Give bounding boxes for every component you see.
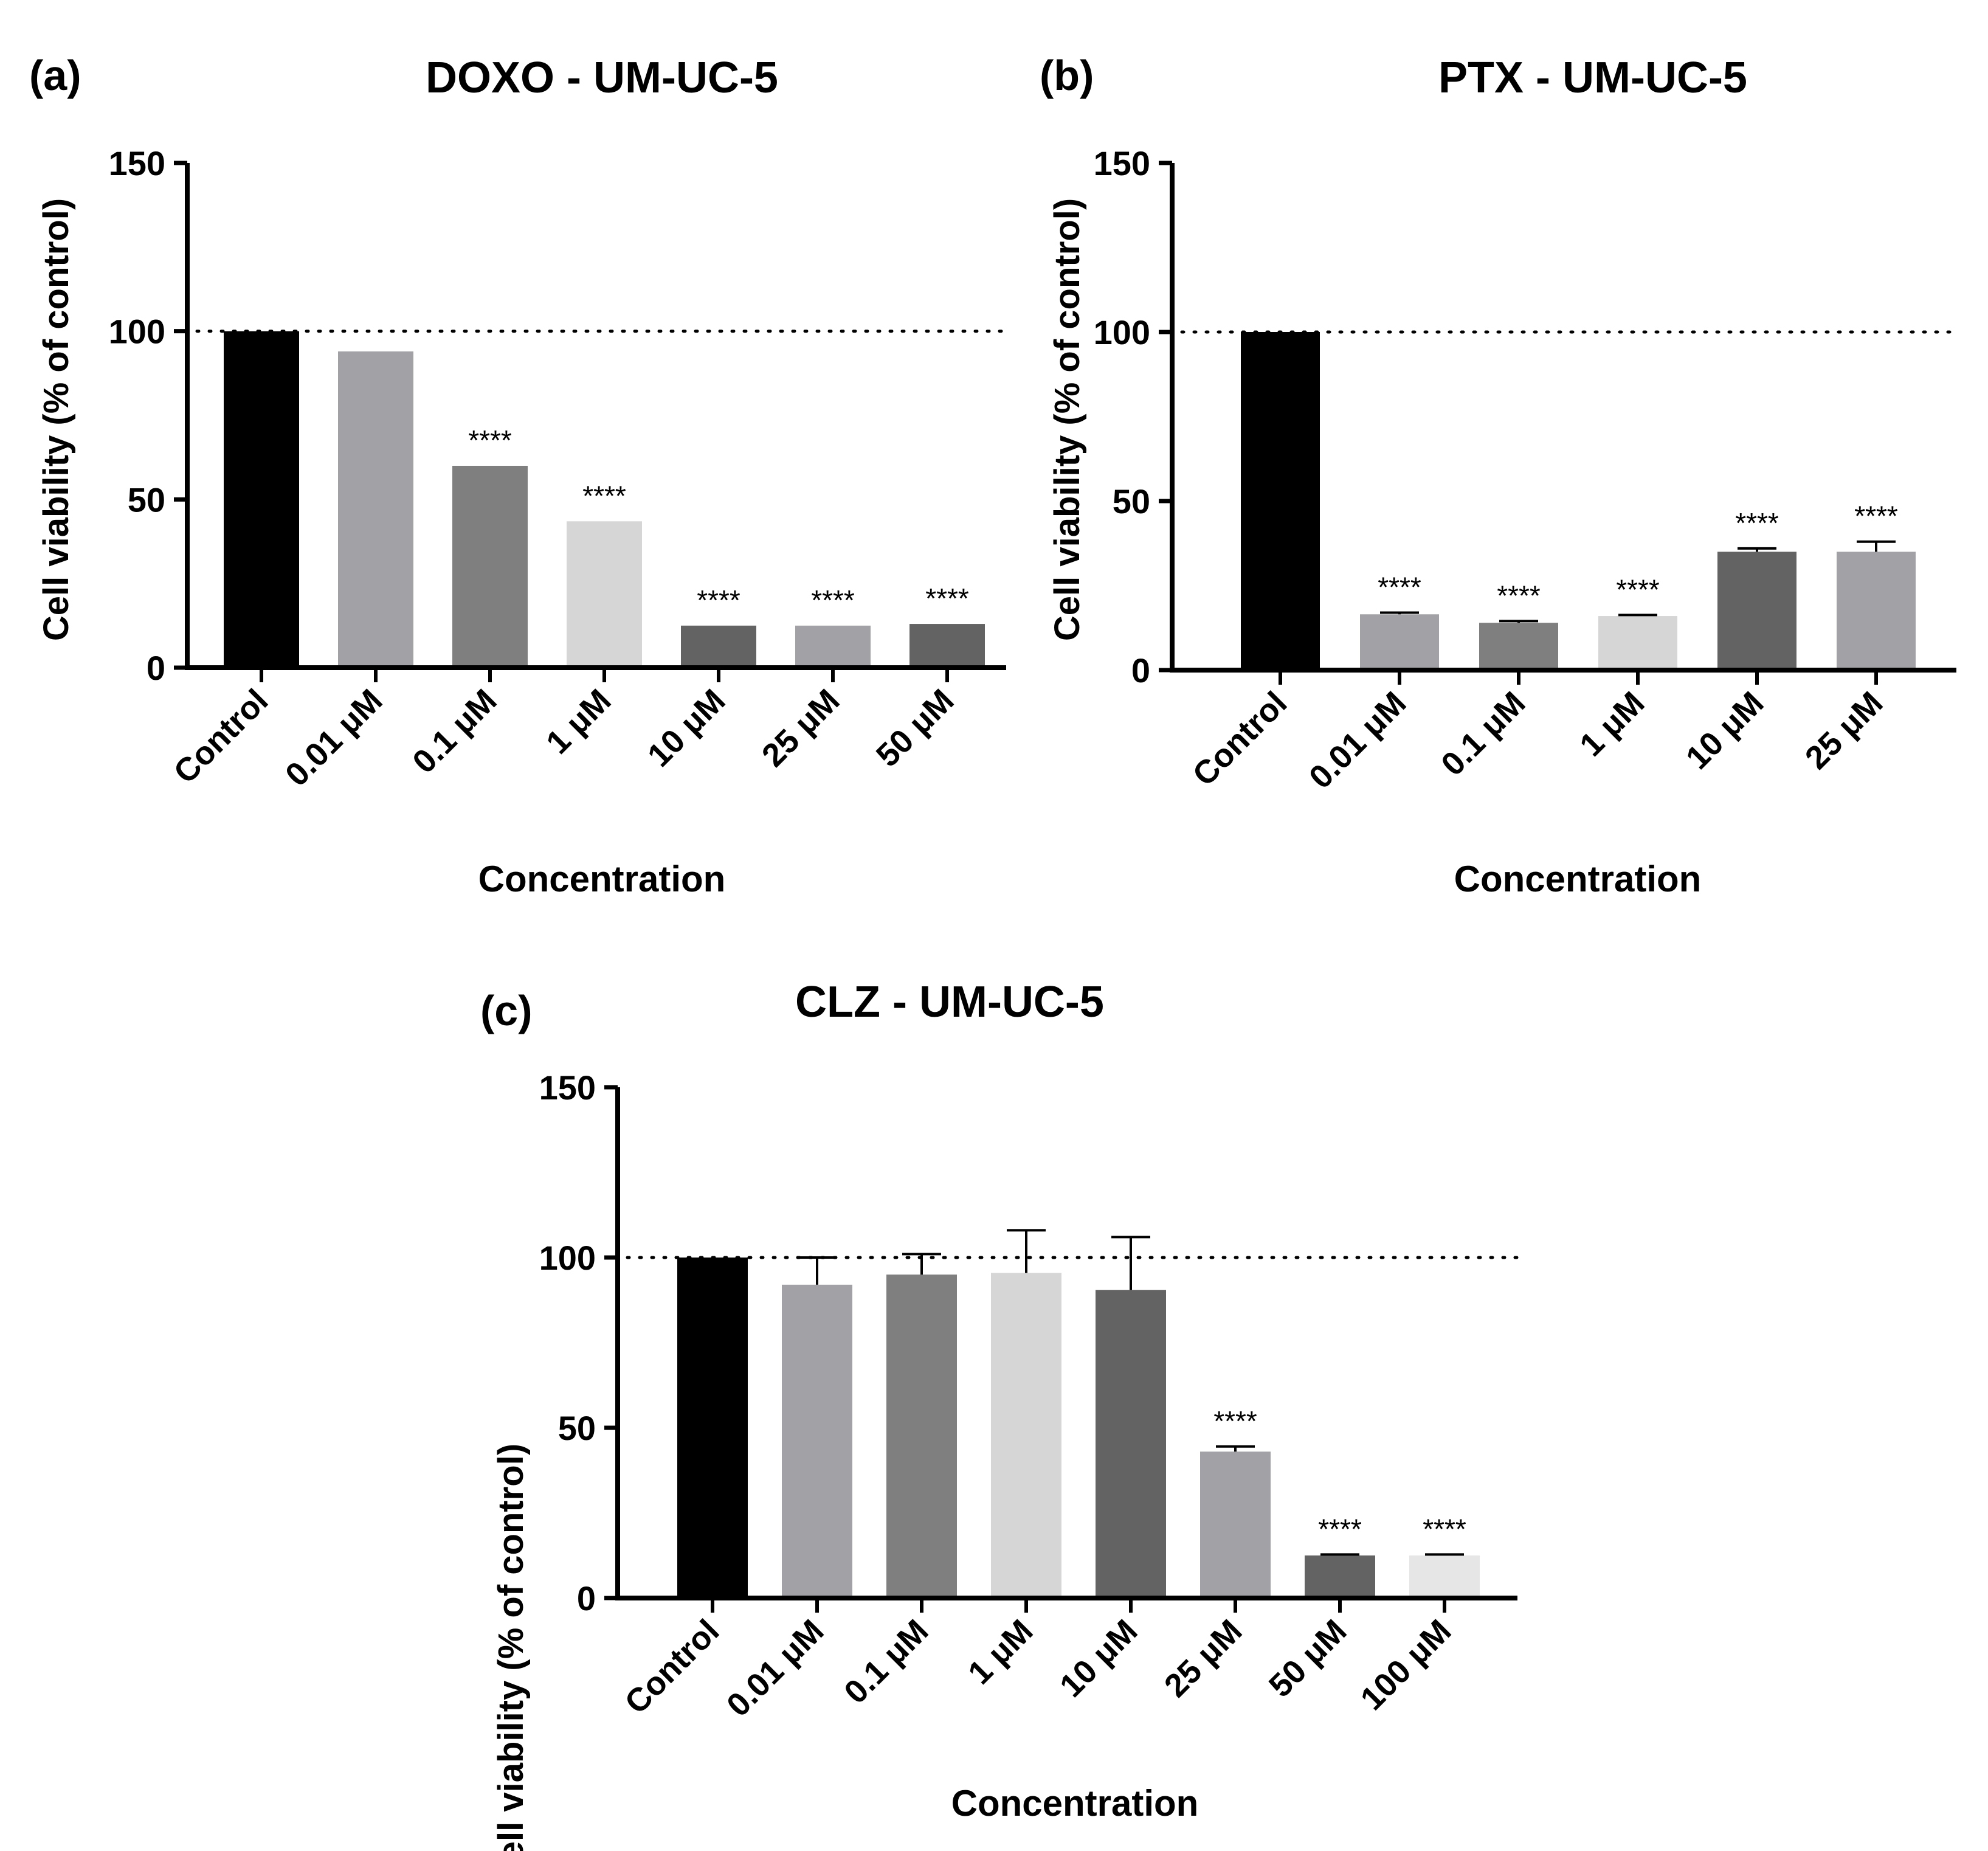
x-axis-label-a: Concentration (478, 859, 726, 899)
x-tick-label: 1 μM (539, 682, 618, 761)
bar (1096, 1290, 1166, 1598)
x-tick-label: 0.1 μM (837, 1613, 935, 1711)
significance-label: **** (697, 584, 740, 616)
bar (1717, 552, 1796, 670)
x-tick-label: 100 μM (1354, 1613, 1458, 1717)
chart-a: (a) DOXO - UM-UC-5 Cell viability (% of … (29, 52, 1008, 899)
significance-label: **** (1213, 1405, 1257, 1437)
bar (1479, 623, 1558, 670)
y-tick-label: 150 (1094, 144, 1150, 182)
bar (795, 625, 871, 668)
x-tick-label: 25 μM (1798, 685, 1890, 777)
significance-label: **** (925, 583, 969, 614)
bar (1360, 614, 1439, 670)
bar (1837, 552, 1916, 670)
bar (1305, 1555, 1375, 1598)
plot-area-b: **** **** **** **** **** 0 50 100 150 Control 0.01… (1094, 144, 1958, 796)
significance-label: **** (1497, 580, 1541, 611)
x-tick-label: 10 μM (641, 682, 733, 774)
bar (886, 1275, 957, 1598)
bar (681, 625, 756, 668)
y-tick-label: 0 (1131, 651, 1150, 690)
chart-panel-b: (b) PTX - UM-UC-5 Cell viability (% of c… (1009, 0, 1988, 924)
significance-label: **** (811, 584, 855, 616)
x-tick-label: 1 μM (1573, 685, 1651, 763)
bar (991, 1273, 1061, 1598)
x-axis-label-b: Concentration (1454, 859, 1702, 899)
x-axis-label-c: Concentration (951, 1783, 1199, 1824)
chart-c: (c) CLZ - UM-UC-5 Cell viability (% of c… (480, 978, 1519, 1851)
y-tick-label: 50 (1113, 482, 1150, 521)
bar (452, 466, 528, 668)
x-tick-label: 0.01 μM (1302, 685, 1413, 796)
x-tick-label: 10 μM (1679, 685, 1771, 777)
chart-title-c: CLZ - UM-UC-5 (795, 978, 1104, 1026)
chart-title-a: DOXO - UM-UC-5 (426, 54, 778, 102)
y-axis-label-a: Cell viability (% of control) (36, 198, 76, 641)
chart-title-b: PTX - UM-UC-5 (1438, 54, 1747, 102)
bar (567, 521, 642, 668)
bar (1409, 1555, 1480, 1598)
y-tick-label: 150 (109, 144, 165, 182)
chart-panel-a: (a) DOXO - UM-UC-5 Cell viability (% of … (0, 0, 1009, 924)
y-tick-label: 0 (577, 1579, 596, 1617)
significance-label: **** (1423, 1513, 1466, 1545)
x-tick-label: 50 μM (1262, 1613, 1354, 1704)
significance-label: **** (1854, 500, 1898, 532)
bar (338, 351, 413, 668)
bar (1598, 616, 1677, 670)
x-tick-label: 0.01 μM (720, 1613, 831, 1724)
y-tick-label: 150 (539, 1068, 596, 1107)
significance-label: **** (1318, 1513, 1362, 1545)
x-tick-label: 0.1 μM (1434, 685, 1532, 783)
bar (677, 1258, 748, 1598)
y-axis-label-c: Cell viability (% of control) (491, 1444, 531, 1851)
y-tick-label: 100 (539, 1239, 596, 1277)
significance-label: **** (1735, 507, 1779, 539)
x-tick-label: Control (1186, 685, 1294, 793)
x-tick-label: 25 μM (1158, 1613, 1249, 1704)
bar (1200, 1451, 1271, 1598)
bar (782, 1284, 852, 1598)
significance-label: **** (582, 480, 626, 511)
panel-label-b: (b) (1040, 52, 1094, 99)
y-axis-label-b: Cell viability (% of control) (1047, 198, 1087, 641)
significance-label: **** (468, 424, 512, 456)
panel-label-a: (a) (29, 52, 81, 99)
x-tick-label: 0.01 μM (278, 682, 390, 794)
bar (224, 331, 299, 668)
bar (1241, 332, 1320, 670)
panel-label-c: (c) (480, 987, 533, 1034)
y-tick-label: 0 (147, 649, 165, 687)
x-tick-label: 25 μM (755, 682, 847, 774)
significance-label: **** (1378, 571, 1421, 603)
x-tick-label: 50 μM (869, 682, 961, 774)
x-tick-label: 1 μM (961, 1613, 1040, 1691)
y-tick-label: 50 (128, 480, 165, 519)
chart-panel-c: (c) CLZ - UM-UC-5 Cell viability (% of c… (438, 924, 1654, 1851)
x-tick-label: Control (167, 682, 275, 791)
plot-area-a: **** **** **** **** **** 0 50 100 150 Control 0.01… (109, 144, 1008, 794)
bar (909, 624, 985, 668)
x-tick-label: Control (618, 1613, 726, 1721)
y-tick-label: 100 (109, 313, 165, 351)
x-tick-label: 10 μM (1053, 1613, 1145, 1704)
y-tick-label: 100 (1094, 313, 1150, 351)
y-tick-label: 50 (558, 1409, 596, 1447)
x-tick-label: 0.1 μM (406, 682, 503, 780)
significance-label: **** (1616, 573, 1660, 605)
chart-b: (b) PTX - UM-UC-5 Cell viability (% of c… (1040, 52, 1958, 899)
